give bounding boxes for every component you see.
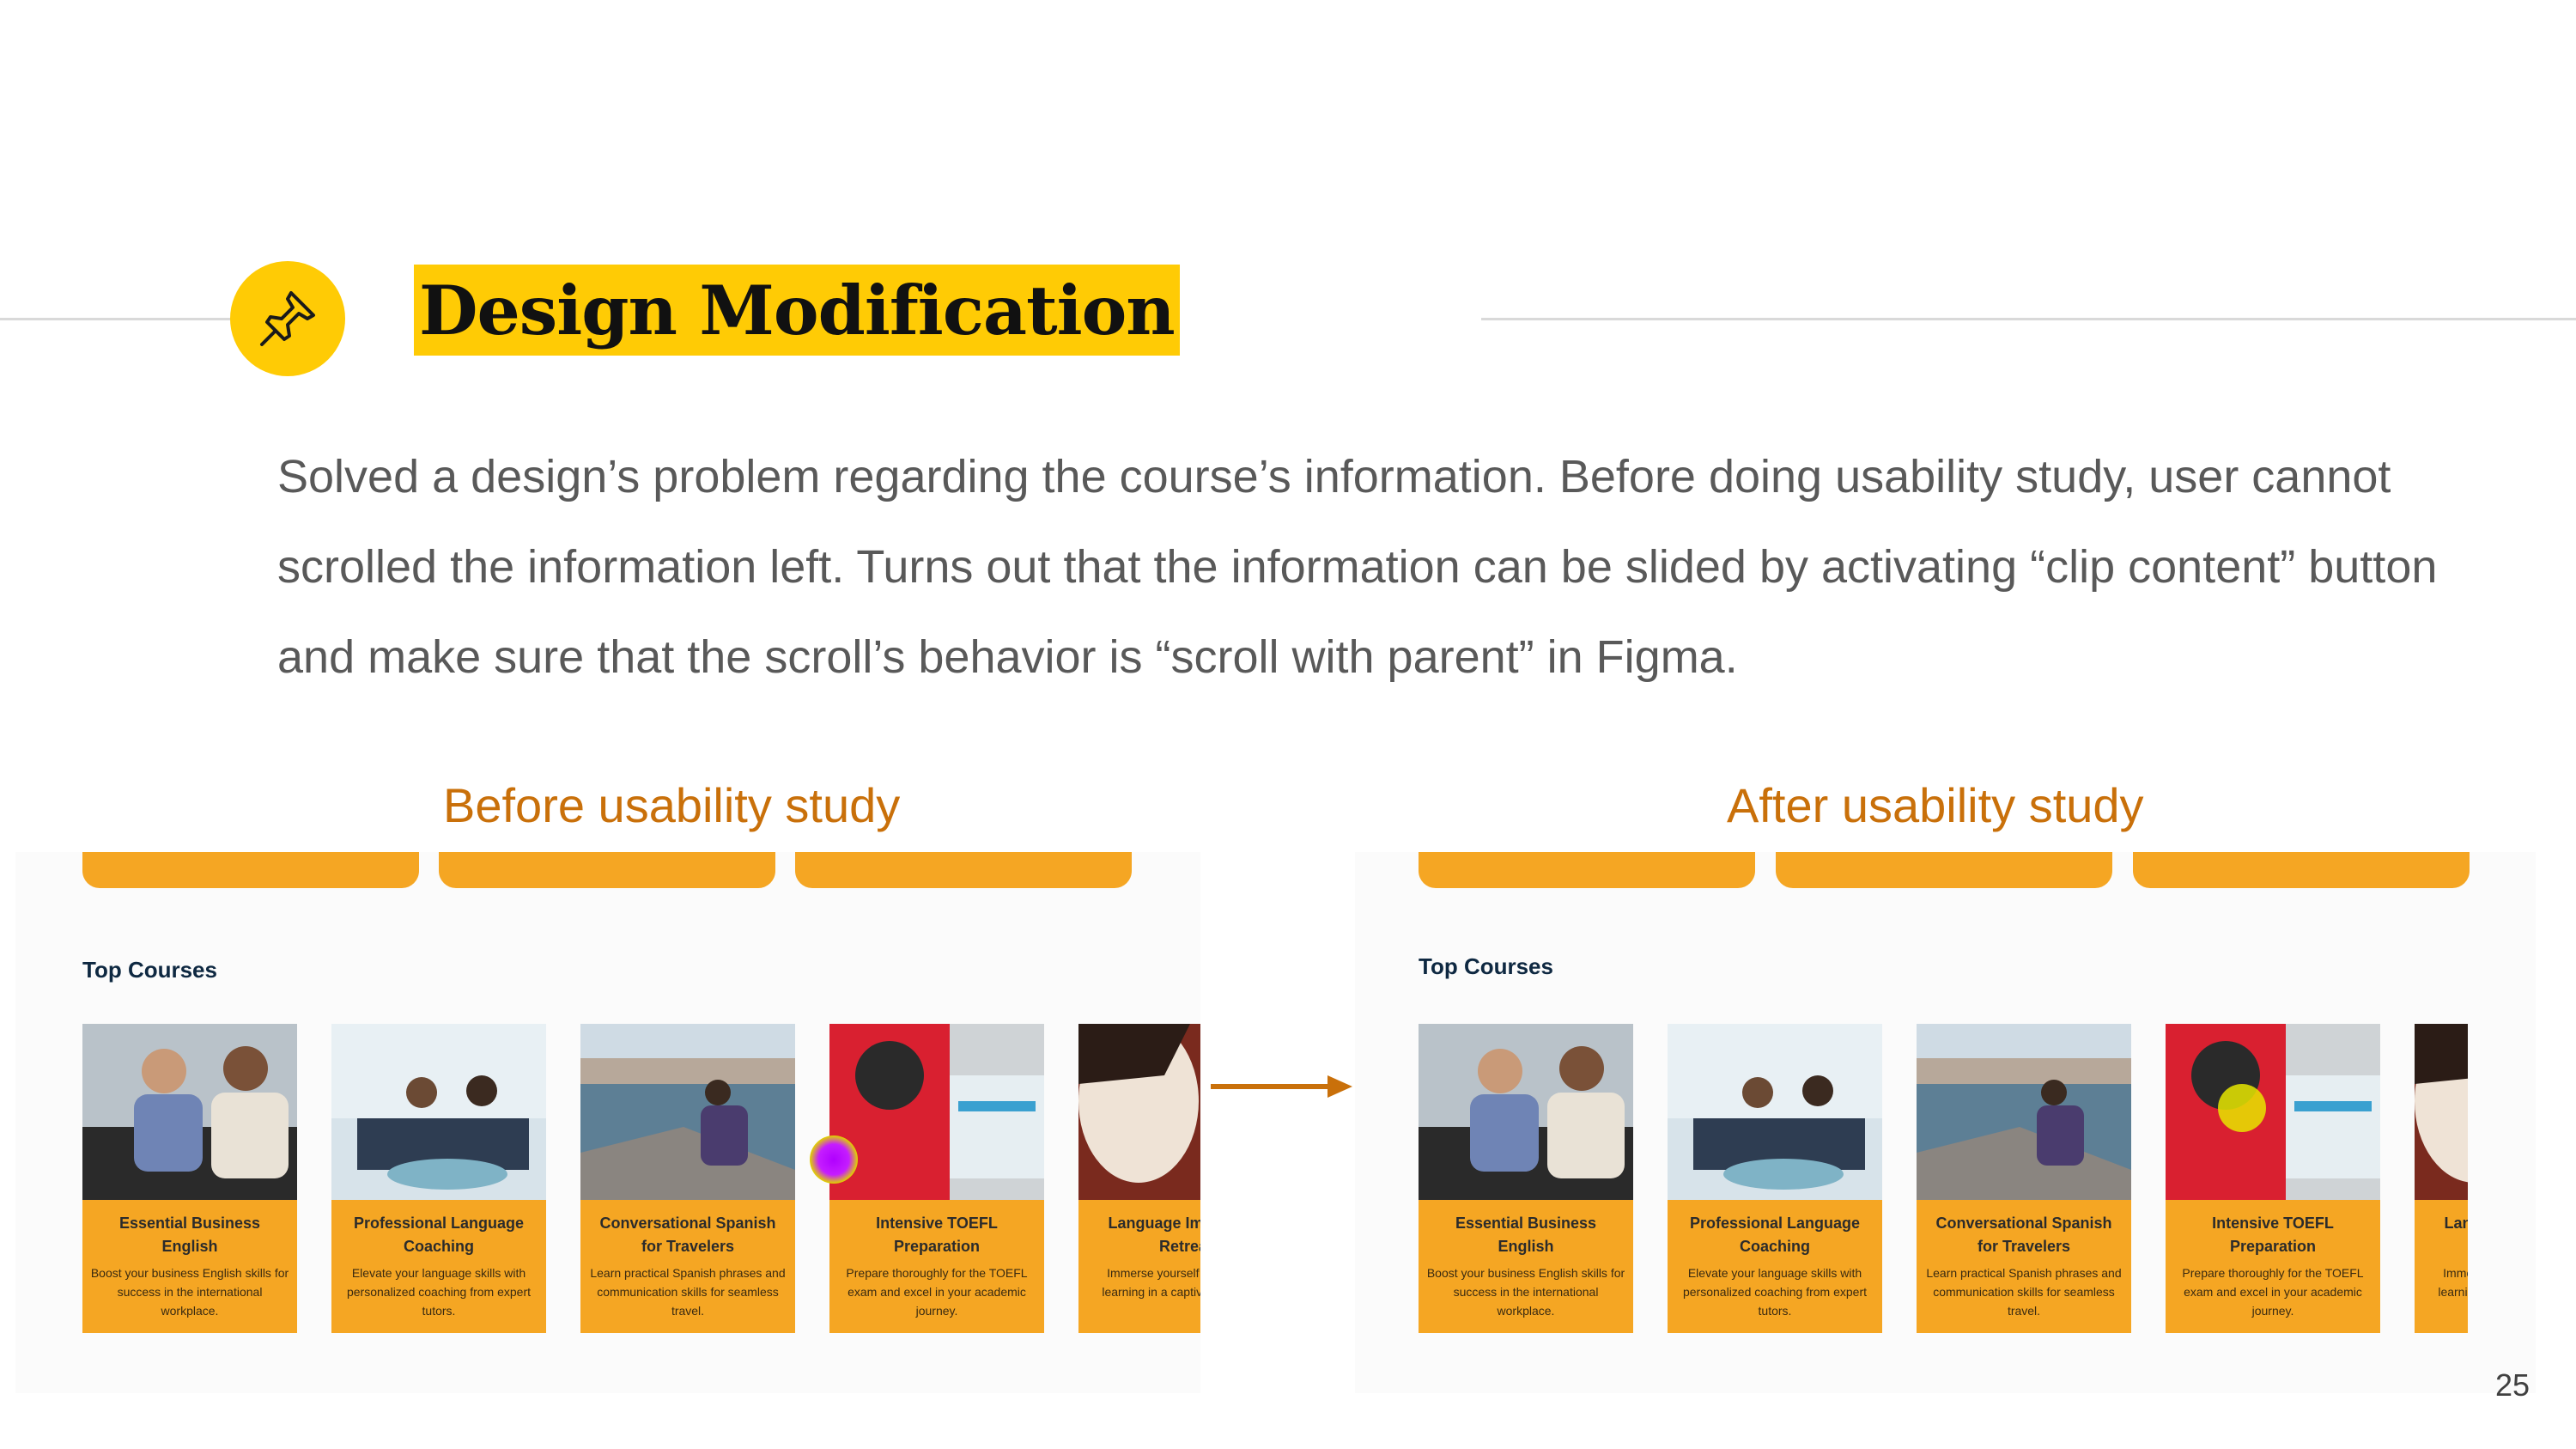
course-photo — [580, 1024, 795, 1200]
course-photo — [1419, 1024, 1633, 1200]
course-info: Conversational Spanish for Travelers Lea… — [1917, 1200, 2131, 1333]
course-info: Professional Language Coaching Elevate y… — [331, 1200, 546, 1333]
course-info: Language Immersion Retreat Immerse yours… — [1078, 1200, 1200, 1333]
cursor-highlight — [2218, 1084, 2266, 1132]
course-card[interactable]: Professional Language Coaching Elevate y… — [1668, 1024, 1882, 1333]
course-card[interactable]: Intensive TOEFL Preparation Prepare thor… — [2166, 1024, 2380, 1333]
page-title: Design Modification — [414, 265, 1180, 356]
course-card[interactable]: Conversational Spanish for Travelers Lea… — [1917, 1024, 2131, 1333]
course-photo — [829, 1024, 1044, 1200]
course-photo — [82, 1024, 297, 1200]
course-title: Professional Language Coaching — [1689, 1215, 1861, 1255]
course-title: Conversational Spanish for Travelers — [1935, 1215, 2112, 1255]
cursor-highlight — [810, 1135, 858, 1184]
course-photo — [331, 1024, 546, 1200]
course-title: Professional Language Coaching — [353, 1215, 525, 1255]
course-description: Immerse yourself in language learning in… — [1102, 1266, 1200, 1299]
top-courses-heading: Top Courses — [1419, 953, 1553, 979]
course-info: Language Immersion Retreat Immerse yours… — [2415, 1200, 2468, 1333]
course-title: Language Immersion Retreat — [1108, 1215, 1200, 1255]
tab-pill — [1776, 852, 2112, 888]
course-card[interactable]: Intensive TOEFL Preparation Prepare thor… — [829, 1024, 1044, 1333]
pushpin-icon — [230, 261, 345, 376]
page-number: 25 — [2495, 1367, 2530, 1403]
course-description: Boost your business English skills for s… — [1426, 1266, 1625, 1318]
course-card[interactable]: Conversational Spanish for Travelers Lea… — [580, 1024, 795, 1333]
before-caption: Before usability study — [443, 778, 901, 832]
course-info: Intensive TOEFL Preparation Prepare thor… — [829, 1200, 1044, 1333]
course-title: Intensive TOEFL Preparation — [2212, 1215, 2334, 1255]
course-photo — [1917, 1024, 2131, 1200]
divider-left — [0, 318, 236, 320]
course-card[interactable]: Professional Language Coaching Elevate y… — [331, 1024, 546, 1333]
course-info: Professional Language Coaching Elevate y… — [1668, 1200, 1882, 1333]
after-caption: After usability study — [1727, 778, 2144, 832]
course-title: Conversational Spanish for Travelers — [599, 1215, 776, 1255]
tab-pill — [82, 852, 419, 888]
course-photo — [2166, 1024, 2380, 1200]
page-title-text: Design Modification — [419, 270, 1176, 350]
course-info: Essential Business English Boost your bu… — [82, 1200, 297, 1333]
course-photo — [1078, 1024, 1200, 1200]
course-photo — [2415, 1024, 2468, 1200]
tab-pill — [795, 852, 1132, 888]
tab-pill — [2133, 852, 2470, 888]
course-title: Essential Business English — [118, 1215, 261, 1255]
course-description: Elevate your language skills with person… — [1682, 1266, 1867, 1318]
divider-right — [1481, 318, 2576, 320]
course-description: Elevate your language skills with person… — [346, 1266, 531, 1318]
course-description: Boost your business English skills for s… — [90, 1266, 289, 1318]
before-screenshot: Top Courses Essential Business English B… — [15, 852, 1200, 1393]
right-arrow-icon — [1211, 1075, 1352, 1098]
after-screenshot: Top Courses Essential Business English B… — [1355, 852, 2536, 1393]
tab-pill — [1419, 852, 1755, 888]
course-carousel[interactable]: Essential Business English Boost your bu… — [1419, 1024, 2468, 1333]
course-card[interactable]: Essential Business English Boost your bu… — [1419, 1024, 1633, 1333]
course-description: Learn practical Spanish phrases and comm… — [1926, 1266, 2122, 1318]
course-info: Essential Business English Boost your bu… — [1419, 1200, 1633, 1333]
course-description: Learn practical Spanish phrases and comm… — [590, 1266, 786, 1318]
course-title: Language Immersion Retreat — [2444, 1215, 2468, 1232]
course-photo — [1668, 1024, 1882, 1200]
course-carousel[interactable]: Essential Business English Boost your bu… — [82, 1024, 1200, 1333]
course-card[interactable]: Essential Business English Boost your bu… — [82, 1024, 297, 1333]
course-description: Immerse yourself in language learning in… — [2438, 1266, 2468, 1299]
course-card[interactable]: Language Immersion Retreat Immerse yours… — [2415, 1024, 2468, 1333]
course-description: Prepare thoroughly for the TOEFL exam an… — [846, 1266, 1028, 1318]
course-info: Intensive TOEFL Preparation Prepare thor… — [2166, 1200, 2380, 1333]
tab-pill — [439, 852, 775, 888]
description-paragraph: Solved a design’s problem regarding the … — [277, 451, 2438, 683]
course-title: Intensive TOEFL Preparation — [876, 1215, 998, 1255]
course-info: Conversational Spanish for Travelers Lea… — [580, 1200, 795, 1333]
course-description: Prepare thoroughly for the TOEFL exam an… — [2182, 1266, 2364, 1318]
course-title: Essential Business English — [1455, 1215, 1597, 1255]
top-courses-heading: Top Courses — [82, 957, 217, 983]
course-card[interactable]: Language Immersion Retreat Immerse yours… — [1078, 1024, 1200, 1333]
